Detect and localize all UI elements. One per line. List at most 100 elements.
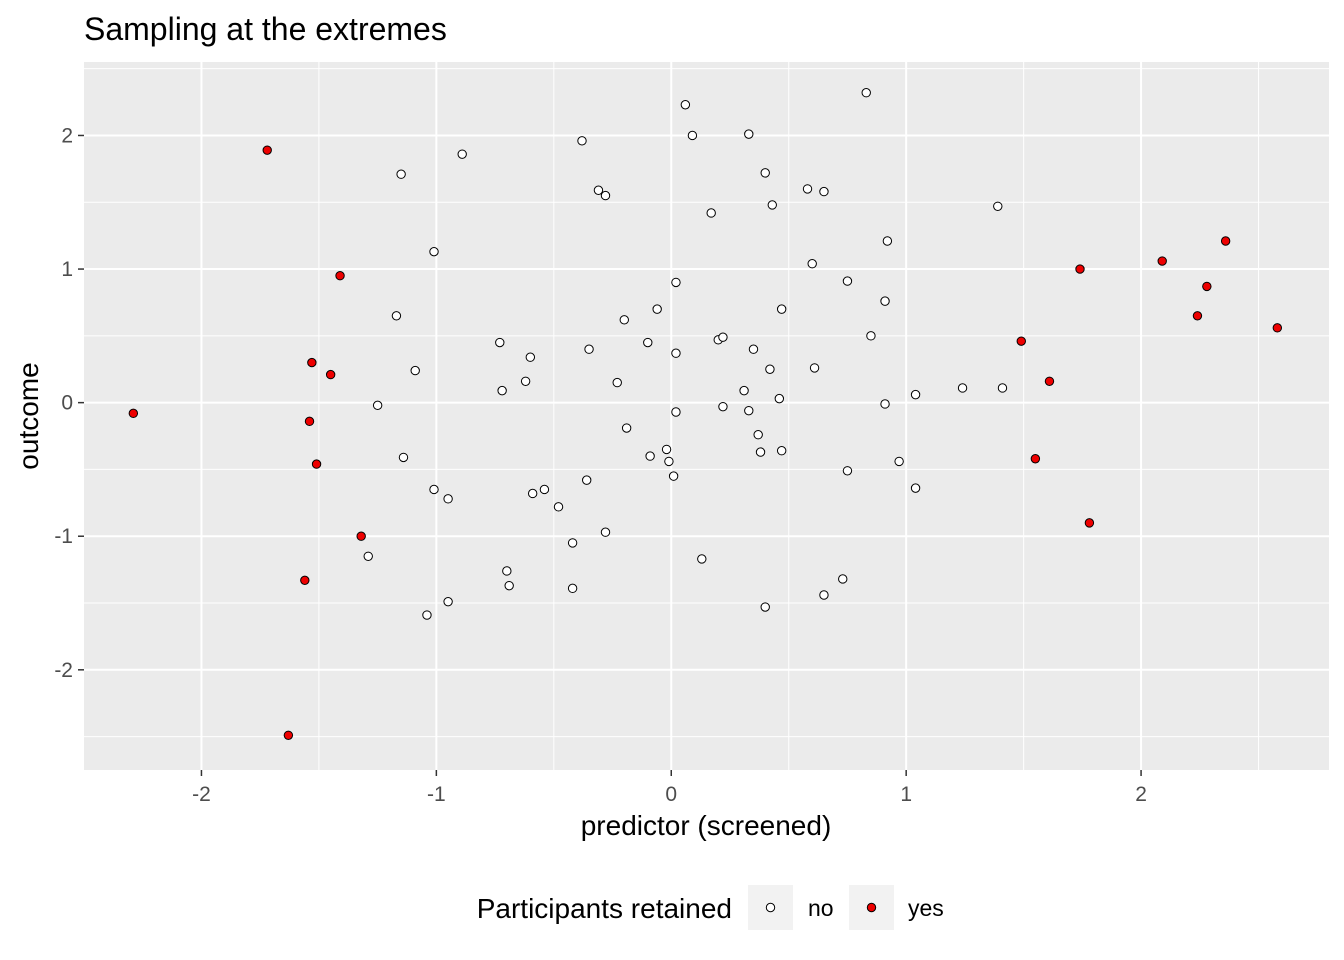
data-point-no xyxy=(760,602,770,612)
data-point-no xyxy=(706,208,716,218)
data-point-yes xyxy=(1030,454,1041,464)
data-point-no xyxy=(553,502,564,512)
data-point-no xyxy=(765,364,775,374)
data-point-yes xyxy=(1192,311,1203,321)
data-point-yes xyxy=(300,575,310,586)
x-tick-label: 1 xyxy=(900,783,912,806)
y-tick-label: 1 xyxy=(61,258,73,281)
data-point-no xyxy=(957,383,968,393)
data-point-no xyxy=(776,446,787,456)
data-point-no xyxy=(993,201,1003,211)
data-point-no xyxy=(664,456,674,467)
x-tick-label: 2 xyxy=(1135,783,1147,806)
data-point-no xyxy=(755,447,766,457)
data-point-no xyxy=(520,376,531,386)
data-point-no xyxy=(391,311,402,321)
data-point-no xyxy=(539,484,550,495)
data-point-no xyxy=(410,365,420,376)
data-point-no xyxy=(671,407,681,417)
y-tick-label: -2 xyxy=(54,659,73,682)
data-point-no xyxy=(880,296,890,306)
data-point-no xyxy=(443,494,453,504)
data-point-no xyxy=(581,475,592,485)
data-point-no xyxy=(774,393,785,404)
data-point-yes xyxy=(356,531,366,541)
data-point-no xyxy=(567,538,578,548)
data-point-no xyxy=(504,580,514,591)
data-point-no xyxy=(744,405,754,416)
x-axis: -2 -1 0 1 2 xyxy=(192,770,1147,806)
data-point-yes xyxy=(1272,323,1283,333)
data-point-no xyxy=(396,169,406,179)
data-point-no xyxy=(443,596,453,607)
y-axis: -2 -1 0 1 2 xyxy=(54,124,84,682)
x-tick-label: -1 xyxy=(427,783,446,806)
y-tick-label: -1 xyxy=(54,525,73,548)
data-point-no xyxy=(819,186,829,197)
data-point-yes xyxy=(325,369,336,380)
data-point-no xyxy=(718,401,728,412)
x-axis-title: predictor (screened) xyxy=(581,810,832,841)
data-point-yes xyxy=(262,145,272,155)
data-point-no xyxy=(842,276,853,286)
data-point-no xyxy=(619,315,629,325)
data-point-no xyxy=(776,304,787,314)
data-point-no xyxy=(621,423,632,433)
data-point-yes xyxy=(304,416,315,427)
data-point-no xyxy=(497,385,507,396)
data-point-yes xyxy=(307,357,317,368)
legend-entries: no yes xyxy=(748,885,944,930)
data-point-no xyxy=(809,363,820,373)
data-point-yes xyxy=(1016,336,1026,346)
y-axis-title: outcome xyxy=(13,362,44,469)
data-point-no xyxy=(760,168,770,178)
data-point-no xyxy=(398,452,409,463)
data-point-no xyxy=(697,554,707,564)
data-point-no xyxy=(600,190,611,201)
data-point-no xyxy=(838,574,848,584)
legend-swatch-no xyxy=(765,902,776,913)
major-gridlines xyxy=(84,62,1329,770)
data-point-no xyxy=(739,385,749,396)
data-point-no xyxy=(363,551,373,561)
x-tick-label: 0 xyxy=(665,783,677,806)
data-point-yes xyxy=(311,459,322,469)
data-point-no xyxy=(645,451,655,461)
data-point-no xyxy=(422,610,432,620)
data-point-no xyxy=(866,331,876,341)
legend-label-yes: yes xyxy=(908,895,944,921)
chart-title: Sampling at the extremes xyxy=(84,11,447,47)
data-point-no xyxy=(502,566,512,576)
data-point-no xyxy=(671,277,681,288)
data-point-no xyxy=(861,88,871,98)
y-tick-label: 2 xyxy=(61,124,73,147)
data-point-no xyxy=(429,246,439,257)
y-tick-label: 0 xyxy=(61,392,73,415)
data-points xyxy=(128,88,1283,740)
data-point-no xyxy=(819,590,829,600)
data-point-no xyxy=(525,352,536,362)
data-point-yes xyxy=(1044,376,1055,386)
data-point-yes xyxy=(1202,281,1212,292)
data-point-no xyxy=(910,483,921,493)
data-point-no xyxy=(997,383,1008,393)
legend-swatch-yes xyxy=(866,902,877,913)
data-point-no xyxy=(527,488,538,499)
data-point-no xyxy=(767,200,777,210)
data-point-no xyxy=(577,136,587,146)
data-point-no xyxy=(593,185,604,195)
data-point-no xyxy=(671,348,681,358)
data-point-no xyxy=(612,377,622,388)
data-point-yes xyxy=(283,730,294,740)
data-point-no xyxy=(894,456,904,467)
data-point-no xyxy=(680,100,691,110)
legend-title: Participants retained xyxy=(477,893,732,924)
data-point-no xyxy=(748,344,759,354)
data-point-no xyxy=(687,130,698,141)
data-point-no xyxy=(567,583,578,594)
data-point-no xyxy=(802,184,813,194)
data-point-yes xyxy=(335,271,345,281)
data-point-no xyxy=(753,430,763,440)
data-point-no xyxy=(495,337,505,348)
data-point-no xyxy=(807,259,817,269)
